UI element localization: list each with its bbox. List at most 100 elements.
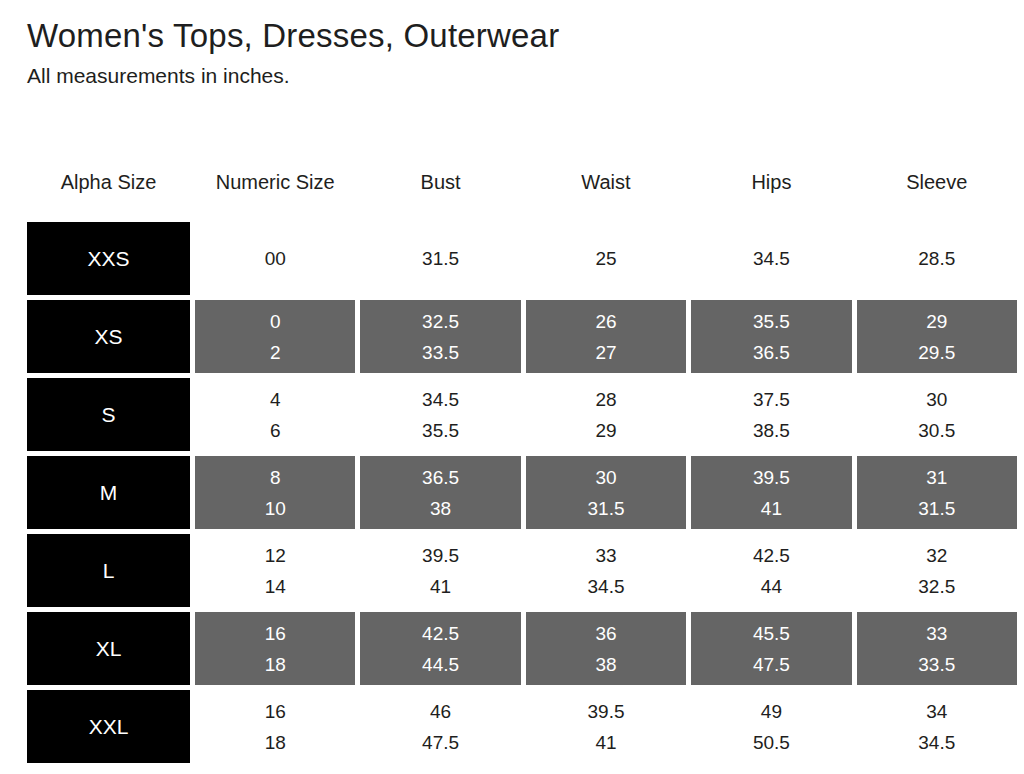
measurement-value: 49 <box>761 696 782 727</box>
measurement-value: 10 <box>265 493 286 524</box>
measurement-value: 33.5 <box>422 337 459 368</box>
size-chart-body: XXS0031.52534.528.5XS0232.533.5262735.53… <box>27 222 1017 763</box>
measurement-value: 2 <box>270 337 281 368</box>
measurement-cell-m-numeric-size: 810 <box>195 456 355 529</box>
measurement-value: 31.5 <box>918 493 955 524</box>
measurement-value: 41 <box>430 571 451 602</box>
measurement-cell-xxs-sleeve: 28.5 <box>857 222 1017 295</box>
measurement-value: 35.5 <box>753 306 790 337</box>
alpha-size-cell-xxl: XXL <box>27 690 190 763</box>
measurement-cell-s-waist: 2829 <box>526 378 686 451</box>
measurement-cell-xs-numeric-size: 02 <box>195 300 355 373</box>
measurement-value: 28.5 <box>918 243 955 274</box>
measurement-value: 37.5 <box>753 384 790 415</box>
measurement-value: 38.5 <box>753 415 790 446</box>
measurement-value: 39.5 <box>753 462 790 493</box>
measurement-value: 33 <box>926 618 947 649</box>
measurement-value: 8 <box>270 462 281 493</box>
measurement-value: 25 <box>595 243 616 274</box>
measurement-cell-xxs-numeric-size: 00 <box>195 222 355 295</box>
measurement-cell-xxs-hips: 34.5 <box>691 222 851 295</box>
size-chart-header-row: Alpha SizeNumeric SizeBustWaistHipsSleev… <box>27 162 1017 202</box>
measurement-cell-l-numeric-size: 1214 <box>195 534 355 607</box>
measurement-value: 42.5 <box>422 618 459 649</box>
page-title: Women's Tops, Dresses, Outerwear <box>27 17 559 55</box>
measurement-cell-xxl-numeric-size: 1618 <box>195 690 355 763</box>
alpha-size-cell-xxs: XXS <box>27 222 190 295</box>
measurement-value: 27 <box>595 337 616 368</box>
measurement-cell-m-sleeve: 3131.5 <box>857 456 1017 529</box>
measurement-value: 16 <box>265 618 286 649</box>
measurement-cell-xs-waist: 2627 <box>526 300 686 373</box>
measurement-cell-l-hips: 42.544 <box>691 534 851 607</box>
measurement-cell-xxl-bust: 4647.5 <box>360 690 520 763</box>
measurement-value: 33.5 <box>918 649 955 680</box>
measurement-value: 44.5 <box>422 649 459 680</box>
measurement-value: 34.5 <box>588 571 625 602</box>
measurement-value: 32 <box>926 540 947 571</box>
measurement-value: 6 <box>270 415 281 446</box>
page-subtitle: All measurements in inches. <box>27 64 290 88</box>
measurement-value: 4 <box>270 384 281 415</box>
measurement-cell-s-hips: 37.538.5 <box>691 378 851 451</box>
measurement-value: 47.5 <box>422 727 459 758</box>
measurement-cell-xl-waist: 3638 <box>526 612 686 685</box>
measurement-value: 41 <box>761 493 782 524</box>
measurement-cell-l-waist: 3334.5 <box>526 534 686 607</box>
measurement-value: 30 <box>926 384 947 415</box>
measurement-cell-m-bust: 36.538 <box>360 456 520 529</box>
measurement-cell-xxs-waist: 25 <box>526 222 686 295</box>
size-guide-page: Women's Tops, Dresses, Outerwear All mea… <box>0 0 1024 774</box>
measurement-value: 32.5 <box>422 306 459 337</box>
measurement-value: 32.5 <box>918 571 955 602</box>
measurement-value: 36 <box>595 618 616 649</box>
measurement-value: 30.5 <box>918 415 955 446</box>
measurement-value: 34 <box>926 696 947 727</box>
measurement-value: 36.5 <box>753 337 790 368</box>
measurement-cell-xl-numeric-size: 1618 <box>195 612 355 685</box>
measurement-cell-xl-bust: 42.544.5 <box>360 612 520 685</box>
measurement-cell-l-sleeve: 3232.5 <box>857 534 1017 607</box>
measurement-value: 28 <box>595 384 616 415</box>
measurement-cell-m-hips: 39.541 <box>691 456 851 529</box>
measurement-value: 47.5 <box>753 649 790 680</box>
column-header-waist: Waist <box>526 171 686 194</box>
measurement-value: 12 <box>265 540 286 571</box>
measurement-value: 42.5 <box>753 540 790 571</box>
alpha-size-cell-xs: XS <box>27 300 190 373</box>
measurement-value: 31 <box>926 462 947 493</box>
measurement-value: 29.5 <box>918 337 955 368</box>
measurement-cell-xxl-hips: 4950.5 <box>691 690 851 763</box>
measurement-cell-s-sleeve: 3030.5 <box>857 378 1017 451</box>
column-header-sleeve: Sleeve <box>857 171 1017 194</box>
column-header-alpha-size: Alpha Size <box>27 171 190 194</box>
alpha-size-cell-xl: XL <box>27 612 190 685</box>
measurement-cell-xs-bust: 32.533.5 <box>360 300 520 373</box>
measurement-cell-xl-hips: 45.547.5 <box>691 612 851 685</box>
alpha-size-cell-s: S <box>27 378 190 451</box>
measurement-value: 31.5 <box>422 243 459 274</box>
measurement-cell-xl-sleeve: 3333.5 <box>857 612 1017 685</box>
measurement-value: 38 <box>595 649 616 680</box>
measurement-value: 29 <box>595 415 616 446</box>
measurement-cell-xs-hips: 35.536.5 <box>691 300 851 373</box>
measurement-value: 34.5 <box>918 727 955 758</box>
column-header-hips: Hips <box>691 171 851 194</box>
measurement-cell-xs-sleeve: 2929.5 <box>857 300 1017 373</box>
measurement-value: 00 <box>265 243 286 274</box>
measurement-value: 31.5 <box>588 493 625 524</box>
measurement-cell-m-waist: 3031.5 <box>526 456 686 529</box>
measurement-cell-xxl-waist: 39.541 <box>526 690 686 763</box>
measurement-cell-xxs-bust: 31.5 <box>360 222 520 295</box>
measurement-value: 41 <box>595 727 616 758</box>
measurement-value: 39.5 <box>588 696 625 727</box>
measurement-value: 34.5 <box>753 243 790 274</box>
measurement-value: 14 <box>265 571 286 602</box>
measurement-cell-s-numeric-size: 46 <box>195 378 355 451</box>
measurement-value: 30 <box>595 462 616 493</box>
measurement-cell-l-bust: 39.541 <box>360 534 520 607</box>
measurement-value: 34.5 <box>422 384 459 415</box>
measurement-value: 44 <box>761 571 782 602</box>
measurement-value: 26 <box>595 306 616 337</box>
measurement-value: 45.5 <box>753 618 790 649</box>
